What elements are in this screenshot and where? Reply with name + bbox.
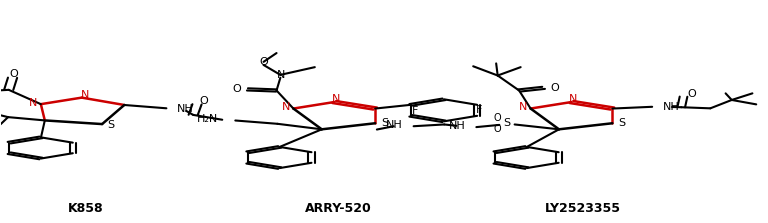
Text: ARRY-520: ARRY-520 — [305, 202, 372, 215]
Text: S: S — [381, 118, 388, 128]
Text: N: N — [332, 94, 340, 104]
Text: F: F — [476, 105, 482, 115]
Text: N: N — [569, 94, 578, 104]
Text: O: O — [494, 124, 502, 134]
Text: N: N — [277, 70, 286, 80]
Text: S: S — [108, 120, 115, 130]
Text: NH: NH — [177, 104, 194, 114]
Text: N: N — [282, 102, 290, 112]
Text: O: O — [259, 57, 268, 67]
Text: O: O — [550, 83, 558, 93]
Text: O: O — [494, 113, 502, 123]
Text: NH: NH — [449, 121, 465, 131]
Text: F: F — [412, 106, 418, 116]
Text: N: N — [81, 90, 89, 100]
Text: N: N — [518, 102, 527, 112]
Text: S: S — [618, 118, 625, 128]
Text: O: O — [687, 89, 697, 99]
Text: S: S — [503, 118, 511, 128]
Text: O: O — [10, 69, 18, 79]
Text: O: O — [233, 84, 241, 94]
Text: K858: K858 — [68, 202, 104, 215]
Text: NH: NH — [663, 102, 680, 112]
Text: H₂N: H₂N — [197, 114, 218, 124]
Text: N: N — [29, 98, 38, 108]
Text: LY2523355: LY2523355 — [545, 202, 621, 215]
Text: NH: NH — [386, 120, 403, 130]
Text: O: O — [200, 96, 208, 106]
